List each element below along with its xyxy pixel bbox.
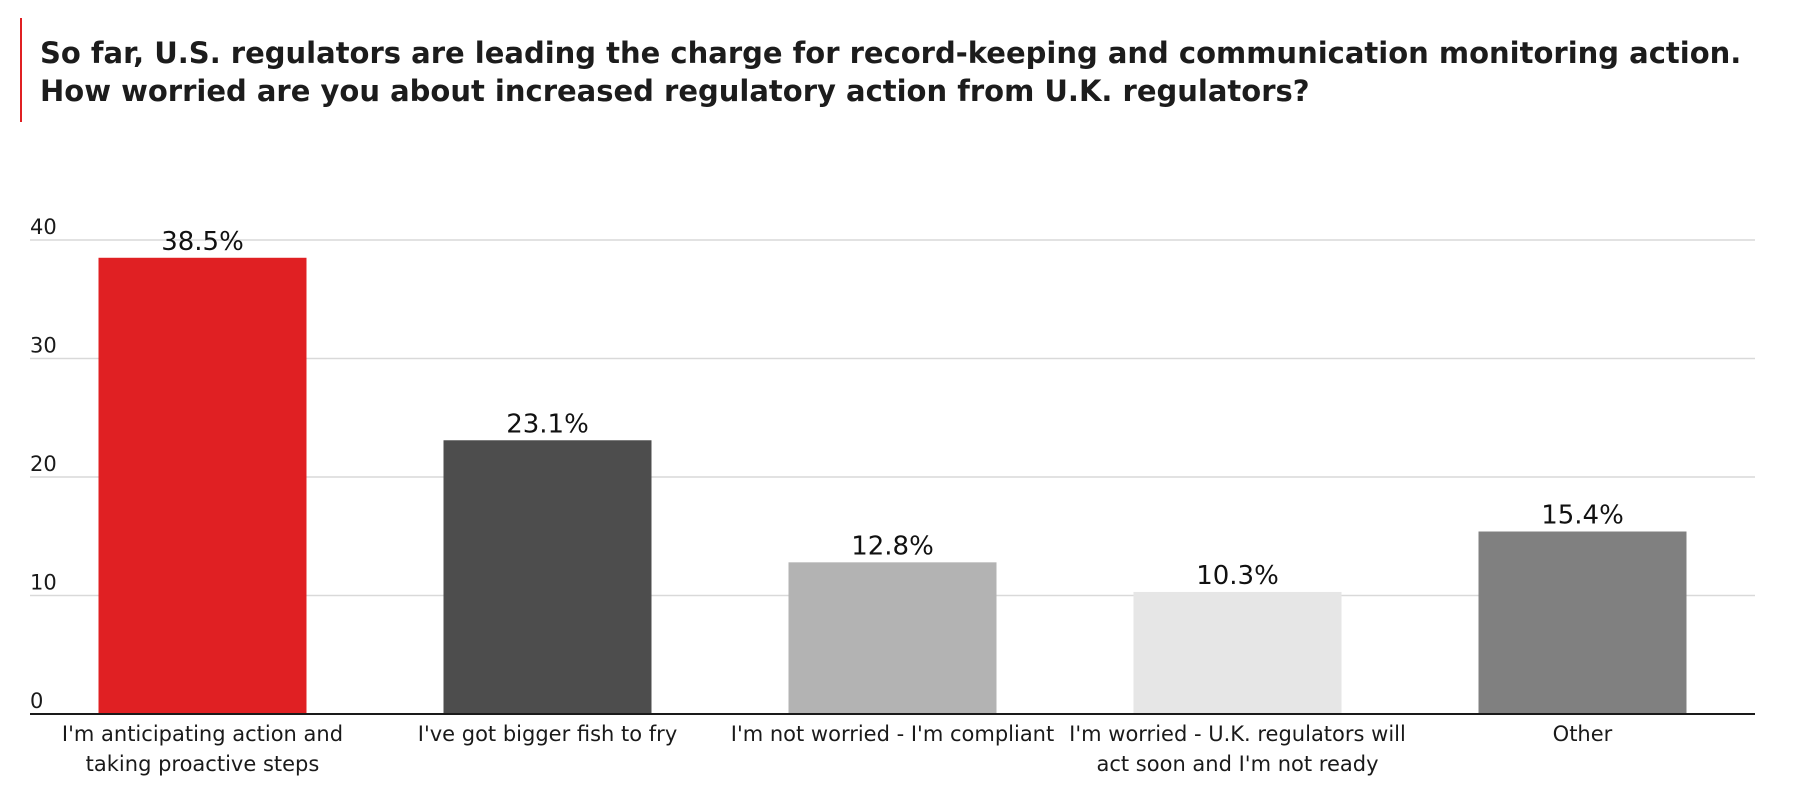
bar [788, 562, 997, 714]
x-category-label: I've got bigger fish to fry [418, 722, 678, 746]
bar [1478, 531, 1687, 714]
x-category-label: I'm anticipating action and taking proact… [62, 722, 343, 776]
chart-title-line-2: How worried are you about increased regu… [40, 74, 1310, 108]
data-label: 38.5% [161, 227, 244, 257]
title-accent-bar [20, 18, 22, 122]
bars [98, 257, 1687, 714]
data-label: 15.4% [1541, 501, 1624, 531]
bar [98, 257, 307, 714]
bar [443, 440, 652, 714]
x-category-label: Other [1553, 722, 1613, 746]
y-tick-label: 10 [30, 571, 57, 595]
chart-title-line-1: So far, U.S. regulators are leading the … [40, 36, 1742, 70]
data-label: 12.8% [851, 531, 934, 561]
data-labels: 38.5% 23.1% 12.8% 10.3% 15.4% [161, 227, 1624, 591]
y-tick-label: 20 [30, 452, 57, 476]
data-label: 23.1% [506, 409, 589, 439]
chart-title: So far, U.S. regulators are leading the … [40, 34, 1742, 110]
data-label: 10.3% [1196, 561, 1279, 591]
y-tick-label: 30 [30, 334, 57, 358]
y-axis-ticks: 0 10 20 30 40 [30, 215, 57, 713]
x-category-label: I'm not worried - I'm compliant [731, 722, 1054, 746]
x-category-label: I'm worried - U.K. regulators will act so… [1069, 722, 1406, 776]
x-axis-labels: I'm anticipating action and taking proact… [62, 722, 1613, 776]
y-tick-label: 0 [30, 689, 43, 713]
y-tick-label: 40 [30, 215, 57, 239]
bar [1133, 591, 1342, 714]
